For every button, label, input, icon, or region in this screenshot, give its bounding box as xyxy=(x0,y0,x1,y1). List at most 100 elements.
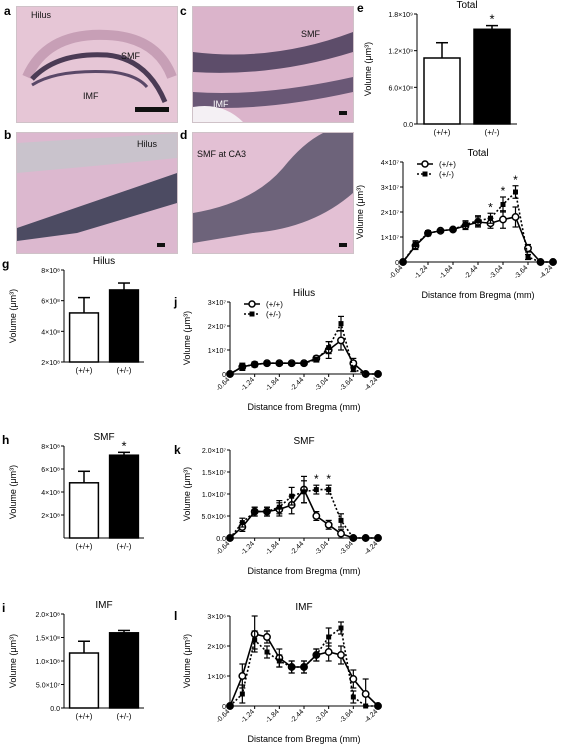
y-tick-label: 1×10⁷ xyxy=(208,348,227,355)
y-tick-label: 6×10⁸ xyxy=(41,299,60,306)
x-tick-label: -1.84 xyxy=(265,708,281,724)
y-axis-label: Volume (μm³) xyxy=(8,465,18,519)
x-tick-label: -1.84 xyxy=(265,376,281,392)
category-label: (+/+) xyxy=(76,542,93,551)
bar xyxy=(108,632,140,709)
data-point xyxy=(475,218,481,224)
x-tick-label: -3.64 xyxy=(339,540,355,556)
data-point xyxy=(239,691,245,697)
data-point xyxy=(500,202,506,207)
data-point xyxy=(463,222,468,227)
micrograph-b: Hilus xyxy=(16,132,178,254)
data-point xyxy=(227,535,233,541)
panel-label: k xyxy=(174,443,181,457)
y-tick-label: 1×10⁷ xyxy=(381,235,400,242)
legend-entry: (+/-) xyxy=(266,310,281,319)
x-tick-label: -4.24 xyxy=(363,376,379,392)
y-tick-label: 0 xyxy=(222,704,226,711)
data-point xyxy=(337,529,345,538)
x-tick-label: -2.44 xyxy=(289,708,305,724)
data-point xyxy=(550,259,556,265)
data-point xyxy=(326,487,332,493)
data-point xyxy=(252,361,258,367)
data-point xyxy=(337,336,345,345)
data-point xyxy=(301,664,307,670)
data-point xyxy=(525,254,531,260)
data-point xyxy=(264,360,270,366)
chart-f: fTotal01×10⁷2×10⁷3×10⁷4×10⁷-0.64-1.24-1.… xyxy=(355,148,557,300)
y-axis-label: Volume (μm³) xyxy=(182,311,192,365)
x-tick-label: -4.24 xyxy=(363,708,379,724)
data-point xyxy=(375,703,381,709)
bar xyxy=(108,289,140,363)
data-point xyxy=(227,371,233,377)
data-point xyxy=(326,345,332,351)
data-point xyxy=(276,360,282,366)
label-smf-c: SMF xyxy=(301,29,320,39)
bar xyxy=(68,482,100,539)
y-tick-label: 2×10⁶ xyxy=(207,644,226,651)
significance-star: * xyxy=(513,173,518,187)
chart-j: j Hilus 0 1×10⁷ 2×10⁷ 3×10⁷ -0.64 -1.24 -1.84 -2.… xyxy=(173,288,382,412)
y-tick-label: 8×10⁸ xyxy=(41,268,60,275)
data-point xyxy=(513,189,518,195)
micrograph-a-image xyxy=(17,7,177,122)
y-tick-label: 0.0 xyxy=(216,536,226,543)
legend-marker xyxy=(249,311,255,317)
x-tick-label: -2.44 xyxy=(463,264,479,280)
data-point xyxy=(338,625,344,631)
y-tick-label: 0.0 xyxy=(403,122,413,129)
data-point xyxy=(350,694,356,700)
y-axis-label: Volume (μm³) xyxy=(182,634,192,688)
data-point xyxy=(301,489,307,495)
y-axis-label: Volume (μm³) xyxy=(363,42,373,96)
significance-star: * xyxy=(488,200,493,214)
x-axis-label: Distance from Bregma (mm) xyxy=(421,290,534,300)
micrograph-d-image xyxy=(193,133,353,253)
data-point xyxy=(238,672,247,680)
y-tick-label: 6×10⁸ xyxy=(41,467,60,474)
x-axis-label: Distance from Bregma (mm) xyxy=(247,734,360,744)
y-axis-label: Volume (μm³) xyxy=(355,185,365,239)
category-label: (+/-) xyxy=(117,542,132,551)
chart-title: SMF xyxy=(293,436,314,447)
data-point xyxy=(499,215,507,224)
data-point xyxy=(276,504,282,510)
x-tick-label: -0.64 xyxy=(388,264,404,280)
y-tick-label: 2×10⁷ xyxy=(208,324,227,331)
label-hilus-b: Hilus xyxy=(137,139,158,149)
data-point xyxy=(511,213,520,221)
chart-title: IMF xyxy=(95,600,112,611)
data-point xyxy=(289,664,295,670)
x-tick-label: -1.24 xyxy=(413,264,429,280)
chart-k: kSMF0.05.0×10⁶1.0×10⁷1.5×10⁷2.0×10⁷-0.64… xyxy=(174,436,382,576)
y-tick-label: 2×10⁸ xyxy=(41,360,60,367)
significance-star: * xyxy=(121,438,126,453)
y-axis-label: Volume (μm³) xyxy=(8,634,18,688)
bar xyxy=(473,28,511,125)
x-tick-label: -4.24 xyxy=(538,264,554,280)
data-point xyxy=(425,230,431,236)
y-tick-label: 6.0×10⁸ xyxy=(388,85,413,92)
data-point xyxy=(375,371,381,377)
data-point xyxy=(289,493,295,499)
panel-label: j xyxy=(173,295,177,309)
category-label: (+/+) xyxy=(434,128,451,137)
x-tick-label: -1.24 xyxy=(240,708,256,724)
chart-e: e Total 0.0 6.0×10⁸ 1.2×10⁹ 1.8×10⁹ Volume (μm… xyxy=(357,0,517,137)
y-tick-label: 0 xyxy=(222,372,226,379)
data-point xyxy=(363,703,369,709)
y-tick-label: 8×10⁸ xyxy=(41,444,60,451)
x-axis-label: Distance from Bregma (mm) xyxy=(247,402,360,412)
y-tick-label: 1.2×10⁹ xyxy=(388,49,413,56)
legend-marker xyxy=(421,160,429,168)
data-point xyxy=(349,675,358,683)
micrograph-d: SMF at CA3 xyxy=(192,132,354,254)
data-point xyxy=(324,520,333,529)
data-point xyxy=(363,371,369,377)
y-tick-label: 1.5×10⁸ xyxy=(35,636,60,643)
legend-entry: (+/+) xyxy=(439,160,456,169)
data-point xyxy=(264,509,270,515)
panel-label-c: c xyxy=(180,4,187,18)
x-tick-label: -1.24 xyxy=(240,376,256,392)
